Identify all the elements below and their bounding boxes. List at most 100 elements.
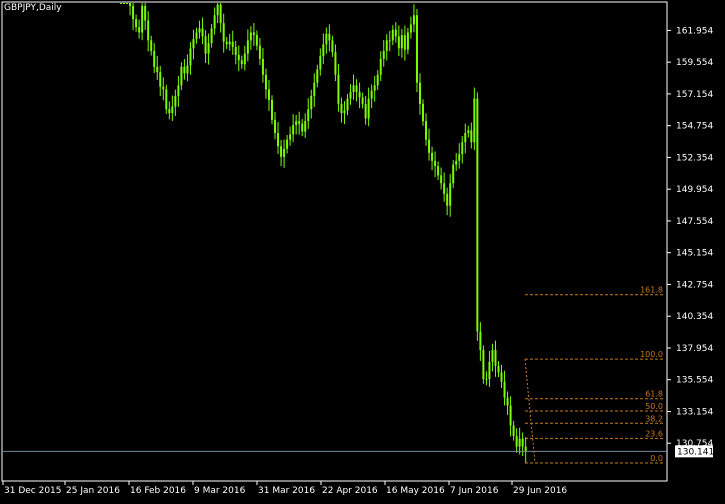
candle-body: [485, 379, 488, 381]
candle-body: [153, 50, 156, 67]
candle-body: [443, 183, 446, 194]
candle-body: [400, 35, 403, 49]
chart-title: GBPJPY,Daily: [4, 3, 62, 13]
candle-body: [234, 46, 237, 55]
candle-body: [434, 160, 437, 167]
price-tick-label: 154.754: [676, 122, 713, 132]
candle-body: [418, 82, 421, 104]
candle-body: [358, 91, 361, 98]
candle-body: [376, 74, 379, 86]
fibo-level-label: 38.2: [645, 414, 663, 423]
candle-body: [394, 29, 397, 37]
candle-body: [388, 40, 391, 42]
time-tick-label: 25 Jan 2016: [66, 486, 120, 496]
price-tick-label: 145.154: [676, 249, 713, 259]
fibo-trend-line: [524, 359, 536, 464]
candle-body: [482, 350, 485, 380]
candle-body: [216, 4, 219, 16]
candle-body: [415, 15, 418, 83]
candle-body: [274, 119, 277, 133]
candle-body: [506, 397, 509, 406]
candle-body: [210, 28, 213, 44]
candle-body: [470, 130, 473, 143]
candle-body: [129, 3, 132, 6]
candle-body: [219, 4, 222, 24]
candle-body: [310, 95, 313, 110]
price-tick-label: 142.754: [676, 280, 713, 290]
candle-body: [322, 44, 325, 57]
candle-body: [422, 103, 424, 122]
candle-body: [412, 15, 415, 25]
candle-body: [159, 72, 162, 87]
candle-body: [373, 85, 376, 91]
candle-body: [455, 160, 458, 165]
candle-body: [138, 27, 141, 33]
candle-body: [331, 40, 334, 53]
candle-body: [180, 66, 183, 86]
candle-body: [298, 121, 301, 124]
price-tick-label: 147.554: [676, 217, 713, 227]
candle-body: [349, 91, 352, 99]
candle-body: [337, 74, 340, 104]
candle-body: [509, 405, 512, 426]
candle-body: [397, 36, 400, 49]
candle-body: [289, 134, 292, 140]
candle-body: [352, 85, 355, 92]
fibonacci-retracement[interactable]: 161.8 100.0 61.8 50.0 38.2 23.6 0.0: [524, 286, 664, 464]
candle-body: [340, 103, 343, 114]
candle-body: [449, 183, 452, 206]
candle-body: [156, 66, 159, 73]
candle-body: [355, 85, 358, 92]
candle-body: [382, 50, 385, 59]
candle-body: [491, 350, 494, 362]
candle-body: [261, 58, 264, 75]
price-tick-label: 140.354: [676, 312, 713, 322]
price-tick-label: 159.554: [676, 58, 713, 68]
time-tick-label: 7 Jun 2016: [450, 486, 499, 496]
candle-body: [135, 19, 138, 28]
candle-body: [186, 65, 189, 74]
candle-body: [307, 109, 310, 122]
fibo-level-label: 23.6: [645, 429, 663, 438]
candle-body: [198, 28, 201, 33]
candle-body: [271, 99, 273, 120]
candle-body: [406, 32, 409, 50]
candle-body: [132, 5, 135, 20]
fibo-level-label: 0.0: [650, 454, 663, 463]
candle-body: [316, 69, 319, 83]
candle-body: [213, 15, 216, 29]
candle-body: [440, 175, 443, 184]
candle-body: [177, 85, 180, 96]
candle-body: [334, 52, 337, 75]
candle-body: [150, 40, 153, 51]
candle-body: [361, 97, 364, 104]
candle-body: [304, 121, 307, 132]
candle-body: [391, 29, 394, 41]
candle-body: [301, 123, 304, 132]
candle-body: [409, 24, 412, 33]
price-tick-label: 157.154: [676, 90, 713, 100]
candle-body: [237, 54, 240, 61]
candle-body: [147, 20, 150, 41]
candle-body: [512, 425, 515, 437]
candle-body: [500, 372, 503, 382]
fibo-level-label: 61.8: [645, 390, 663, 399]
candle-series: [120, 3, 527, 463]
time-tick-label: 9 Mar 2016: [194, 486, 246, 496]
candle-body: [292, 125, 295, 135]
candle-body: [174, 95, 177, 107]
candle-body: [503, 381, 506, 398]
candle-body: [467, 130, 470, 133]
candle-body: [252, 32, 255, 36]
candle-body: [171, 106, 174, 114]
candle-body: [255, 35, 258, 46]
candle-body: [385, 40, 388, 51]
candle-body: [286, 139, 289, 149]
candle-body: [228, 41, 231, 45]
time-tick-label: 16 Feb 2016: [130, 486, 186, 496]
time-tick-label: 31 Dec 2015: [4, 486, 62, 496]
candle-body: [476, 98, 479, 332]
candle-body: [246, 40, 249, 54]
